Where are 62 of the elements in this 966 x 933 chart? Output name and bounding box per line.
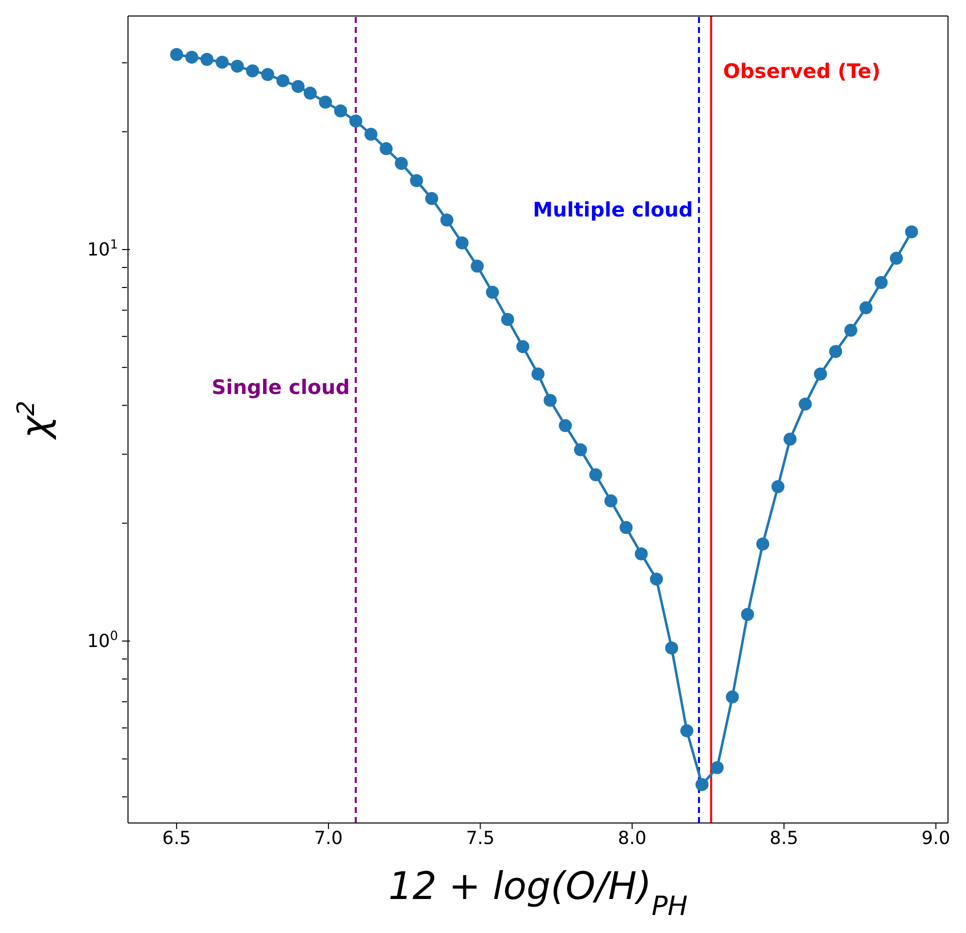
x-tick-label: 6.5 bbox=[162, 828, 191, 849]
ref-line-label: Multiple cloud bbox=[532, 198, 693, 222]
point bbox=[574, 443, 588, 456]
ref-line-label: Single cloud bbox=[212, 375, 350, 400]
point bbox=[364, 128, 378, 141]
point bbox=[276, 74, 290, 88]
y-tick-label: 10$^{1}$ bbox=[87, 236, 118, 261]
point bbox=[394, 156, 408, 170]
point bbox=[246, 64, 260, 78]
point bbox=[589, 468, 602, 482]
point bbox=[216, 56, 229, 69]
point bbox=[516, 340, 530, 354]
point bbox=[470, 260, 484, 273]
y-tick-label: 10$^{0}$ bbox=[87, 628, 118, 652]
point bbox=[544, 394, 557, 407]
point bbox=[726, 690, 739, 704]
point bbox=[798, 398, 812, 411]
point bbox=[380, 142, 393, 156]
point bbox=[710, 761, 724, 774]
point bbox=[756, 537, 770, 550]
point bbox=[874, 276, 888, 289]
point bbox=[829, 345, 842, 358]
x-tick-label: 7.5 bbox=[466, 828, 495, 849]
x-tick-label: 8.5 bbox=[770, 828, 798, 849]
x-tick-label: 9.0 bbox=[922, 828, 950, 849]
point bbox=[200, 52, 214, 66]
point bbox=[558, 419, 572, 432]
point bbox=[440, 213, 454, 226]
point bbox=[501, 312, 514, 326]
point bbox=[604, 494, 618, 508]
x-axis-title: 12 + log(O/H)$_{PH}$ bbox=[388, 864, 688, 922]
point bbox=[620, 521, 633, 534]
point bbox=[905, 225, 918, 238]
point bbox=[634, 547, 648, 560]
point bbox=[185, 50, 198, 64]
ref-line-label: Observed (Te) bbox=[723, 58, 880, 83]
point bbox=[318, 96, 332, 109]
point bbox=[860, 301, 872, 314]
point bbox=[784, 432, 797, 446]
x-tick-label: 8.0 bbox=[618, 828, 646, 849]
point bbox=[680, 724, 694, 738]
point bbox=[410, 174, 424, 188]
point bbox=[304, 86, 317, 100]
point bbox=[650, 572, 663, 586]
point bbox=[771, 480, 784, 494]
point bbox=[425, 192, 438, 206]
point bbox=[292, 80, 305, 93]
point bbox=[890, 252, 903, 265]
point bbox=[334, 104, 348, 118]
point bbox=[532, 368, 544, 381]
point bbox=[230, 60, 244, 73]
point bbox=[456, 236, 469, 250]
point bbox=[696, 778, 708, 792]
point bbox=[814, 368, 827, 381]
point bbox=[741, 608, 754, 621]
point bbox=[486, 286, 499, 299]
point bbox=[261, 68, 274, 82]
point bbox=[349, 114, 362, 128]
point bbox=[844, 324, 858, 337]
point bbox=[170, 48, 184, 61]
x-tick-label: 7.0 bbox=[314, 828, 343, 849]
point bbox=[665, 642, 678, 655]
